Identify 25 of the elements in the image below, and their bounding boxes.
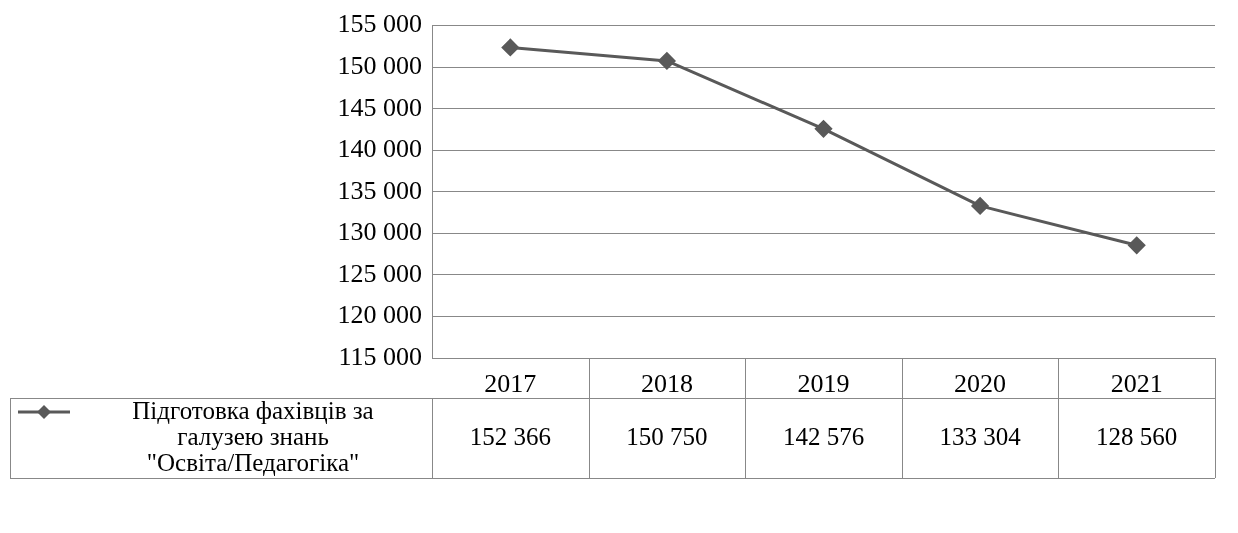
data-label: 150 750: [626, 422, 708, 450]
text: Підготовка фахівців за галузею знань "Освіта/Педагогіка": [132, 396, 374, 476]
y-tick-label: 120 000: [337, 300, 422, 330]
y-tick-label: 115 000: [338, 341, 422, 371]
point: [815, 120, 832, 138]
x-tick-label: 2021: [1110, 369, 1163, 399]
point: [971, 197, 989, 215]
point: [1128, 236, 1146, 254]
y-tick-label: 145 000: [337, 92, 422, 122]
point: [501, 38, 519, 56]
y-tick-label: 130 000: [337, 217, 422, 247]
y-tick-label: 155 000: [337, 9, 422, 39]
data-label: 133 304: [939, 422, 1022, 450]
x-tick-label: 2019: [797, 369, 850, 399]
y-tick-label: 135 000: [337, 175, 422, 205]
data-label: 142 576: [782, 422, 865, 450]
data-label: 128 560: [1096, 422, 1178, 450]
y-tick-label: 125 000: [337, 258, 422, 288]
x-tick-label: 2017: [484, 369, 537, 399]
y-tick-label: 140 000: [337, 134, 422, 164]
point: [658, 52, 676, 70]
x-tick-label: 2018: [640, 369, 693, 399]
y-tick-label: 150 000: [337, 50, 422, 80]
data-label: 152 366: [469, 422, 551, 450]
x-tick-label: 2020: [954, 369, 1007, 399]
